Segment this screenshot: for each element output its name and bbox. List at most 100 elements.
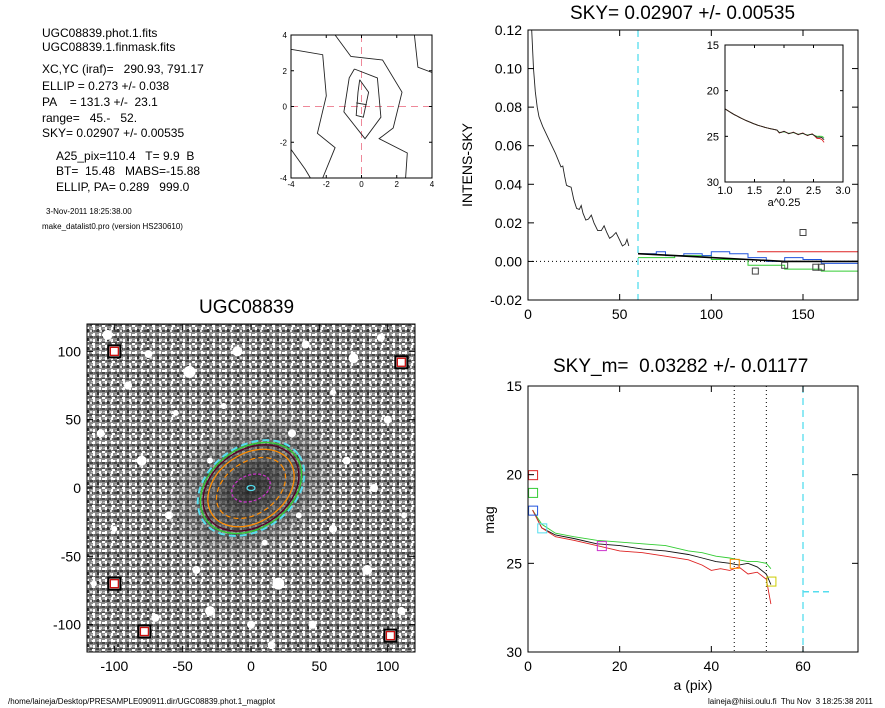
marked-star-inner <box>139 626 150 637</box>
inset-xtick-label: 2.0 <box>776 185 791 197</box>
masked-star <box>205 606 215 616</box>
contour-xtick-label: 0 <box>359 180 364 189</box>
contour-xtick-label: -2 <box>323 180 331 189</box>
header-sky: SKY= 0.02907 +/- 0.00535 <box>42 126 185 140</box>
masked-star <box>151 613 160 622</box>
sky-ytick-label: -0.02 <box>490 292 522 308</box>
header-ellip-pa: ELLIP, PA= 0.289 999.0 <box>56 180 190 194</box>
masked-star <box>267 641 276 650</box>
contour-ytick-label: 2 <box>283 67 288 76</box>
isophote-contour <box>334 34 408 179</box>
header-range: range= 45.- 52. <box>42 111 138 125</box>
header-center: XC,YC (iraf)= 290.93, 791.17 <box>42 62 204 76</box>
contour-ytick-label: 0 <box>283 103 288 112</box>
masked-star <box>376 333 385 342</box>
masked-star <box>301 340 310 349</box>
masked-star <box>90 580 97 587</box>
masked-star <box>288 429 296 438</box>
image-ytick-label: 50 <box>65 412 81 428</box>
masked-star <box>111 526 118 532</box>
mag-profile-line <box>532 509 772 605</box>
inset-xtick-label: 2.5 <box>806 185 821 197</box>
isophote-marker <box>596 541 607 552</box>
isophote-contour <box>290 149 311 179</box>
mid-isophote-orange-dashed <box>215 456 287 520</box>
marked-star-inner <box>109 579 119 589</box>
marked-star-box <box>137 624 152 639</box>
marked-star-box <box>394 355 409 370</box>
sky-ytick-label: 0.10 <box>495 61 522 77</box>
sky-plot-title: SKY= 0.02907 +/- 0.00535 <box>570 3 796 24</box>
mag-profile-line <box>532 509 772 585</box>
header-program: make_datalist0.pro (version HS230610) <box>42 222 183 231</box>
inset-xtick-label: 1.0 <box>717 185 732 197</box>
masked-star <box>192 566 201 574</box>
masked-star <box>308 620 317 629</box>
isophote-contour <box>343 68 382 140</box>
masked-star <box>370 484 378 492</box>
mag-ytick-label: 25 <box>506 555 522 571</box>
inset-xtick-label: 3.0 <box>835 185 850 197</box>
marked-star-box <box>107 576 122 591</box>
masked-star <box>397 607 406 615</box>
sky-ytick-label: 0.00 <box>495 253 522 269</box>
header-date: 3-Nov-2011 18:25:38.00 <box>46 207 132 216</box>
marked-star-inner <box>385 630 396 641</box>
masked-star <box>348 353 359 364</box>
inset-xlabel: a^0.25 <box>768 197 801 209</box>
marked-star-box <box>107 344 122 359</box>
mag-xtick-label: 60 <box>795 658 811 674</box>
header-a25: A25_pix=110.4 T= 9.9 B <box>56 149 195 163</box>
outer-isophote-dark <box>202 444 300 532</box>
sky-ytick-label: 0.04 <box>495 176 522 192</box>
sky-ytick-label: 0.02 <box>495 215 522 231</box>
masked-star <box>172 409 179 416</box>
masked-star <box>272 577 285 590</box>
masked-star <box>261 539 268 546</box>
masked-star <box>342 456 351 465</box>
image-xtick-label: 50 <box>312 658 328 674</box>
sky-xtick-label: 150 <box>791 306 815 322</box>
inset-ytick-label: 20 <box>707 86 719 98</box>
masked-star <box>183 365 196 378</box>
footer-path: /home/laineja/Desktop/PRESAMPLE090911.di… <box>8 697 276 706</box>
image-ytick-label: -50 <box>61 548 81 564</box>
mag-ylabel: mag <box>481 506 497 533</box>
masked-star <box>247 620 255 629</box>
sky-ytick-label: 0.12 <box>495 22 522 38</box>
mag-ytick-label: 20 <box>506 467 522 483</box>
sky-frame <box>527 29 859 301</box>
masked-star <box>295 512 302 519</box>
core-isophote <box>246 484 256 492</box>
isophote-contour <box>355 79 370 118</box>
image-xtick-label: -50 <box>173 658 193 674</box>
sky-xtick-label: 0 <box>524 306 532 322</box>
masked-star <box>144 350 153 359</box>
inner-isophote-magenta <box>231 473 271 503</box>
sky-ylabel: INTENS-SKY <box>459 122 475 207</box>
image-ytick-label: -100 <box>53 617 81 633</box>
header-bt: BT= 15.48 MABS=-15.88 <box>56 164 201 178</box>
isophote-marker <box>729 558 740 569</box>
masked-star <box>232 346 243 357</box>
sky-sample-square <box>817 263 825 271</box>
intensity-profile-line <box>531 29 630 247</box>
isophote-marker <box>528 487 539 498</box>
sky-ytick-label: 0.06 <box>495 138 522 154</box>
inset-xtick-label: 1.5 <box>747 185 762 197</box>
header-file-1: UGC08839.phot.1.fits <box>42 26 158 40</box>
masked-star <box>329 525 337 533</box>
magnitude-profile-plot: 0 20 40 60 15 20 25 30 a (pix) mag <box>481 378 859 693</box>
galaxy-image-plot: -100 -50 0 50 100 -100 -50 0 50 100 <box>53 323 416 674</box>
masked-star <box>136 455 147 466</box>
marked-star-inner <box>109 346 119 356</box>
isophote-marker <box>537 523 548 534</box>
sky-ytick-label: 0.08 <box>495 99 522 115</box>
inset-ytick-label: 15 <box>707 40 719 52</box>
mag-xtick-label: 20 <box>612 658 628 674</box>
sky-profile-plot: 0 50 100 150 -0.02 0.00 0.02 0.04 0.06 0.08 0.10 0.… <box>459 22 859 322</box>
mag-ytick-label: 15 <box>506 378 522 394</box>
mid-isophote-orange <box>207 448 295 528</box>
isophote-marker <box>528 505 539 516</box>
